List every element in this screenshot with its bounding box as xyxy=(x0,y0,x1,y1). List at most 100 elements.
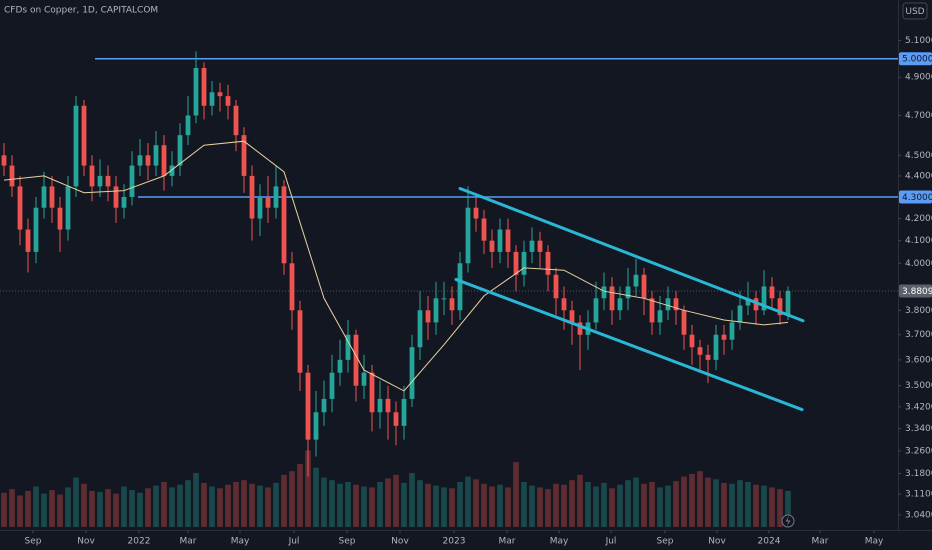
volume-bar xyxy=(385,478,391,527)
hline-price-box xyxy=(899,190,932,204)
volume-bar xyxy=(25,491,31,527)
volume-bar xyxy=(321,477,327,527)
candle-body xyxy=(17,186,23,230)
volume-bar xyxy=(705,477,711,527)
volume-bar xyxy=(289,471,295,527)
volume-bar xyxy=(33,486,39,527)
y-tick-label: 3.80000 xyxy=(905,306,932,316)
volume-bar xyxy=(65,487,71,527)
last-price-box xyxy=(899,284,932,298)
candle-body xyxy=(761,286,767,311)
volume-bar xyxy=(473,479,479,527)
volume-bar xyxy=(393,474,399,527)
volume-bar xyxy=(689,473,695,527)
volume-bar xyxy=(305,450,311,527)
x-tick-label: Sep xyxy=(657,537,674,547)
y-tick-label: 4.00000 xyxy=(905,259,932,269)
x-tick-label: Sep xyxy=(25,537,42,547)
candle-body xyxy=(529,240,535,252)
volume-bar xyxy=(417,480,423,527)
x-tick-label: 2022 xyxy=(128,537,151,547)
x-tick-label: Mar xyxy=(812,537,829,547)
candle-body xyxy=(489,240,495,252)
volume-bar xyxy=(265,487,271,527)
candle-body xyxy=(241,135,247,176)
candle-body xyxy=(257,196,263,219)
y-tick-label: 4.90000 xyxy=(905,73,932,83)
volume-bar xyxy=(97,491,103,527)
volume-bar xyxy=(273,482,279,527)
candle-body xyxy=(625,286,631,299)
volume-bar xyxy=(521,482,527,527)
volume-bar xyxy=(761,485,767,527)
x-tick-label: Nov xyxy=(391,537,409,547)
candle-body xyxy=(201,67,207,106)
volume-bar xyxy=(465,476,471,527)
candle-body xyxy=(209,92,215,106)
x-tick-label: May xyxy=(865,537,884,547)
volume-bar xyxy=(665,485,671,527)
candle-body xyxy=(689,334,695,348)
volume-bar xyxy=(633,477,639,527)
candle-body xyxy=(673,298,679,311)
candle-body xyxy=(185,115,191,136)
candle-body xyxy=(449,298,455,311)
candle-body xyxy=(457,263,463,311)
candle-body xyxy=(33,207,39,252)
x-tick-label: May xyxy=(550,537,569,547)
y-tick-label: 3.26000 xyxy=(905,446,932,456)
candle-body xyxy=(305,372,311,440)
volume-bar xyxy=(153,485,159,527)
volume-bar xyxy=(617,484,623,527)
volume-bar xyxy=(441,487,447,527)
candle-body xyxy=(337,359,343,373)
volume-bar xyxy=(329,480,335,527)
volume-bar xyxy=(89,491,95,527)
candle-body xyxy=(729,322,735,340)
volume-bar xyxy=(673,481,679,527)
candle-body xyxy=(777,298,783,316)
candle-body xyxy=(353,334,359,386)
candle-body xyxy=(537,240,543,252)
volume-bar xyxy=(193,473,199,527)
volume-bar xyxy=(753,484,759,527)
event-bolt xyxy=(785,516,791,526)
volume-bar xyxy=(721,482,727,527)
candle-body xyxy=(377,398,383,413)
volume-bar xyxy=(497,484,503,527)
volume-bar xyxy=(17,495,23,527)
volume-bar xyxy=(505,487,511,527)
candle-body xyxy=(105,175,111,187)
volume-bar xyxy=(513,462,519,527)
volume-bar xyxy=(137,492,143,527)
candle-body xyxy=(769,286,775,299)
candle-body xyxy=(97,175,103,187)
y-tick-label: 4.40000 xyxy=(905,171,932,181)
volume-bar xyxy=(785,491,791,527)
x-tick-label: Jul xyxy=(605,537,617,547)
volume-bar xyxy=(129,490,135,527)
volume-bar xyxy=(713,479,719,527)
y-tick-label: 3.50000 xyxy=(905,381,932,391)
x-tick-label: Mar xyxy=(499,537,516,547)
candle-body xyxy=(385,398,391,413)
volume-bar xyxy=(401,482,407,527)
volume-bar xyxy=(209,486,215,527)
candle-body xyxy=(41,186,47,208)
candle-body xyxy=(497,229,503,252)
x-tick-label: Nov xyxy=(708,537,726,547)
candle-body xyxy=(697,347,703,355)
candle-body xyxy=(593,298,599,323)
volume-bar xyxy=(641,483,647,527)
axis-layer: 5.10000 4.90000 4.70000 4.50000 4.40000 4.200… xyxy=(25,36,932,547)
y-tick-label: 4.20000 xyxy=(905,214,932,224)
volume-bar xyxy=(777,489,783,527)
candle-body xyxy=(577,322,583,335)
volume-bar xyxy=(481,483,487,527)
candle-body xyxy=(1,155,7,166)
currency-box[interactable] xyxy=(902,2,928,20)
candle-body xyxy=(425,310,431,323)
candle-body xyxy=(409,347,415,399)
volume-bar xyxy=(145,488,151,527)
candle-body xyxy=(169,165,175,176)
